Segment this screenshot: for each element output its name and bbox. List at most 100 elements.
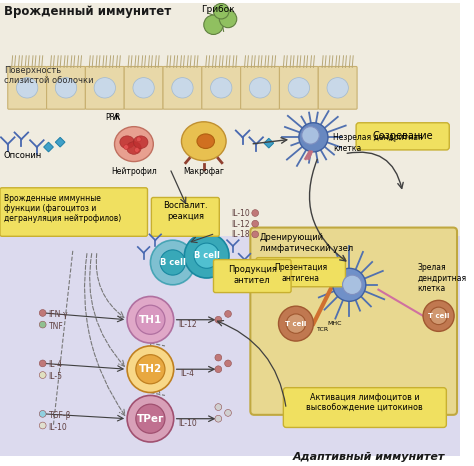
FancyBboxPatch shape <box>46 67 85 109</box>
FancyBboxPatch shape <box>283 388 447 427</box>
Circle shape <box>215 316 222 323</box>
Ellipse shape <box>327 78 348 98</box>
Text: IL-12: IL-12 <box>231 220 250 229</box>
Ellipse shape <box>94 78 116 98</box>
Circle shape <box>302 127 319 144</box>
Text: Незрелая дендритная
клетка: Незрелая дендритная клетка <box>333 133 422 153</box>
Circle shape <box>136 355 165 384</box>
Circle shape <box>39 411 46 417</box>
Ellipse shape <box>115 127 153 162</box>
Ellipse shape <box>210 78 232 98</box>
Text: IL-4: IL-4 <box>180 369 194 378</box>
Ellipse shape <box>288 78 310 98</box>
Text: ТРег: ТРег <box>137 414 164 424</box>
FancyBboxPatch shape <box>241 67 280 109</box>
Ellipse shape <box>17 78 38 98</box>
Text: TCR: TCR <box>317 327 329 331</box>
FancyBboxPatch shape <box>318 67 357 109</box>
Text: IL-10: IL-10 <box>48 423 67 432</box>
Circle shape <box>127 296 173 343</box>
Circle shape <box>137 137 141 142</box>
Circle shape <box>160 250 185 275</box>
Circle shape <box>215 415 222 422</box>
Text: B cell: B cell <box>160 258 186 267</box>
Circle shape <box>136 404 165 433</box>
Circle shape <box>136 305 165 334</box>
Text: ТН2: ТН2 <box>139 364 162 374</box>
Polygon shape <box>264 138 273 148</box>
FancyBboxPatch shape <box>163 67 202 109</box>
Text: Дренирующий
лимфатический узел: Дренирующий лимфатический узел <box>260 233 353 253</box>
FancyBboxPatch shape <box>124 67 163 109</box>
Text: Активация лимфоцитов и
высвобождение цитокинов: Активация лимфоцитов и высвобождение цит… <box>307 393 423 413</box>
Text: PRR: PRR <box>105 113 120 122</box>
Circle shape <box>213 3 229 19</box>
Text: Презентация
антигена: Презентация антигена <box>274 263 328 283</box>
Text: IL-10: IL-10 <box>231 209 250 218</box>
Text: TNF: TNF <box>48 322 63 331</box>
Text: MHC: MHC <box>327 321 341 326</box>
Circle shape <box>39 321 46 328</box>
Ellipse shape <box>182 122 226 161</box>
Text: B cell: B cell <box>194 251 219 260</box>
Text: Опсонин: Опсонин <box>4 151 42 160</box>
Ellipse shape <box>127 142 141 154</box>
Circle shape <box>219 10 237 27</box>
Circle shape <box>127 346 173 392</box>
FancyBboxPatch shape <box>256 258 346 287</box>
Text: IL-5: IL-5 <box>48 372 63 381</box>
Text: IL-4: IL-4 <box>48 361 63 370</box>
Circle shape <box>215 354 222 361</box>
FancyBboxPatch shape <box>250 227 457 415</box>
Text: Грибок: Грибок <box>201 5 235 14</box>
Text: T cell: T cell <box>428 313 449 319</box>
Text: Созревание: Созревание <box>373 130 433 141</box>
Bar <box>0 236 460 456</box>
Polygon shape <box>55 137 65 147</box>
Text: Продукция
антител: Продукция антител <box>228 266 277 285</box>
Ellipse shape <box>55 78 77 98</box>
Text: Макрофаг: Макрофаг <box>183 167 224 177</box>
Circle shape <box>39 360 46 367</box>
Circle shape <box>252 220 259 227</box>
Text: ТН1: ТН1 <box>139 315 162 325</box>
Text: Поверхность
слизистой оболочки: Поверхность слизистой оболочки <box>4 66 93 85</box>
Ellipse shape <box>133 78 154 98</box>
Circle shape <box>225 360 231 367</box>
Circle shape <box>127 396 173 442</box>
FancyBboxPatch shape <box>202 67 241 109</box>
Circle shape <box>39 372 46 378</box>
Circle shape <box>225 310 231 317</box>
Circle shape <box>430 307 447 325</box>
Circle shape <box>215 404 222 411</box>
Ellipse shape <box>197 134 214 149</box>
Text: T cell: T cell <box>285 321 307 327</box>
FancyBboxPatch shape <box>280 67 318 109</box>
Text: Врожденный иммунитет: Врожденный иммунитет <box>4 5 171 18</box>
FancyBboxPatch shape <box>85 67 124 109</box>
Text: Воспалит.
реакция: Воспалит. реакция <box>163 201 208 221</box>
Circle shape <box>286 314 306 333</box>
Circle shape <box>194 243 219 268</box>
Circle shape <box>299 123 328 152</box>
Circle shape <box>135 148 139 152</box>
Circle shape <box>124 144 128 150</box>
FancyBboxPatch shape <box>356 123 449 150</box>
Ellipse shape <box>133 136 148 149</box>
Circle shape <box>39 422 46 429</box>
Text: Зрелая
дендритная
клетка: Зрелая дендритная клетка <box>417 263 466 293</box>
Text: TGF-β: TGF-β <box>48 411 71 420</box>
Text: IL-10: IL-10 <box>178 418 197 427</box>
Circle shape <box>225 410 231 416</box>
Circle shape <box>39 309 46 316</box>
FancyBboxPatch shape <box>213 260 291 293</box>
Text: IL-18: IL-18 <box>231 231 250 240</box>
Circle shape <box>252 231 259 238</box>
FancyBboxPatch shape <box>8 67 46 109</box>
Circle shape <box>279 306 313 341</box>
Ellipse shape <box>172 78 193 98</box>
Text: IL-12: IL-12 <box>178 320 197 329</box>
Circle shape <box>252 210 259 216</box>
FancyBboxPatch shape <box>0 188 147 236</box>
Circle shape <box>204 15 223 34</box>
